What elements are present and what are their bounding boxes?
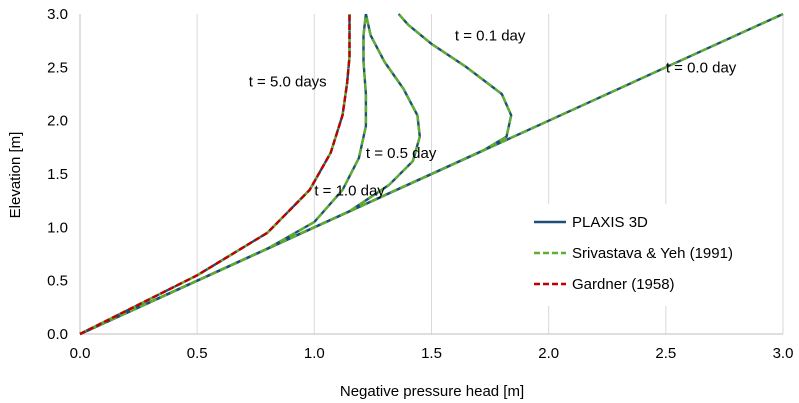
curve-annotation: t = 5.0 days <box>249 74 327 91</box>
curve-annotation: t = 0.0 day <box>666 60 737 77</box>
annotations: t = 0.1 day t = 0.0 day t = 5.0 days t = 0.… <box>249 28 737 200</box>
gardner-line-t-5-0-days <box>79 14 351 336</box>
legend-label: Srivastava & Yeh (1991) <box>572 245 733 262</box>
y-tick-label: 1.5 <box>47 166 68 183</box>
curve-annotation: t = 0.1 day <box>455 28 526 45</box>
series-layer <box>79 12 784 336</box>
y-tick-label: 1.0 <box>47 219 68 236</box>
x-tick-label: 2.0 <box>538 345 559 362</box>
plaxis-line-t-0-1-day <box>79 13 513 336</box>
x-tick-label: 0.5 <box>187 345 208 362</box>
curve-annotation: t = 0.5 day <box>366 145 437 162</box>
legend: PLAXIS 3D Srivastava & Yeh (1991) Gardner … <box>528 204 758 306</box>
x-tick-label: 3.0 <box>773 345 794 362</box>
y-axis-title: Elevation [m] <box>7 132 24 219</box>
y-tick-label: 3.0 <box>47 6 68 23</box>
y-tick-label: 2.5 <box>47 59 68 76</box>
x-tick-label: 1.5 <box>421 345 442 362</box>
x-tick-label: 0.0 <box>70 345 91 362</box>
y-tick-label: 2.0 <box>47 113 68 130</box>
y-tick-label: 0.5 <box>47 273 68 290</box>
srivastava-line-t-5-0-days <box>79 14 351 336</box>
y-tick-label: 0.0 <box>47 326 68 343</box>
curve-annotation: t = 1.0 day <box>314 182 385 199</box>
legend-box <box>528 204 758 306</box>
legend-label: Gardner (1958) <box>572 276 675 293</box>
legend-label: PLAXIS 3D <box>572 214 648 231</box>
axes: 0.0 0.5 1.0 1.5 2.0 2.5 3.0 0.0 0.5 1.0 1.5 2.0 2.5 3… <box>47 6 793 362</box>
x-axis-title: Negative pressure head [m] <box>340 383 524 400</box>
x-tick-label: 1.0 <box>304 345 325 362</box>
plaxis-line-t-5-0-days <box>79 14 351 336</box>
srivastava-line-t-1-0-day <box>79 13 368 336</box>
plaxis-line-t-1-0-day <box>79 13 368 336</box>
srivastava-line-t-0-1-day <box>79 13 513 336</box>
plaxis-line-t-0-5-day <box>79 13 421 336</box>
x-tick-label: 2.5 <box>655 345 676 362</box>
srivastava-line-t-0-5-day <box>79 13 421 336</box>
